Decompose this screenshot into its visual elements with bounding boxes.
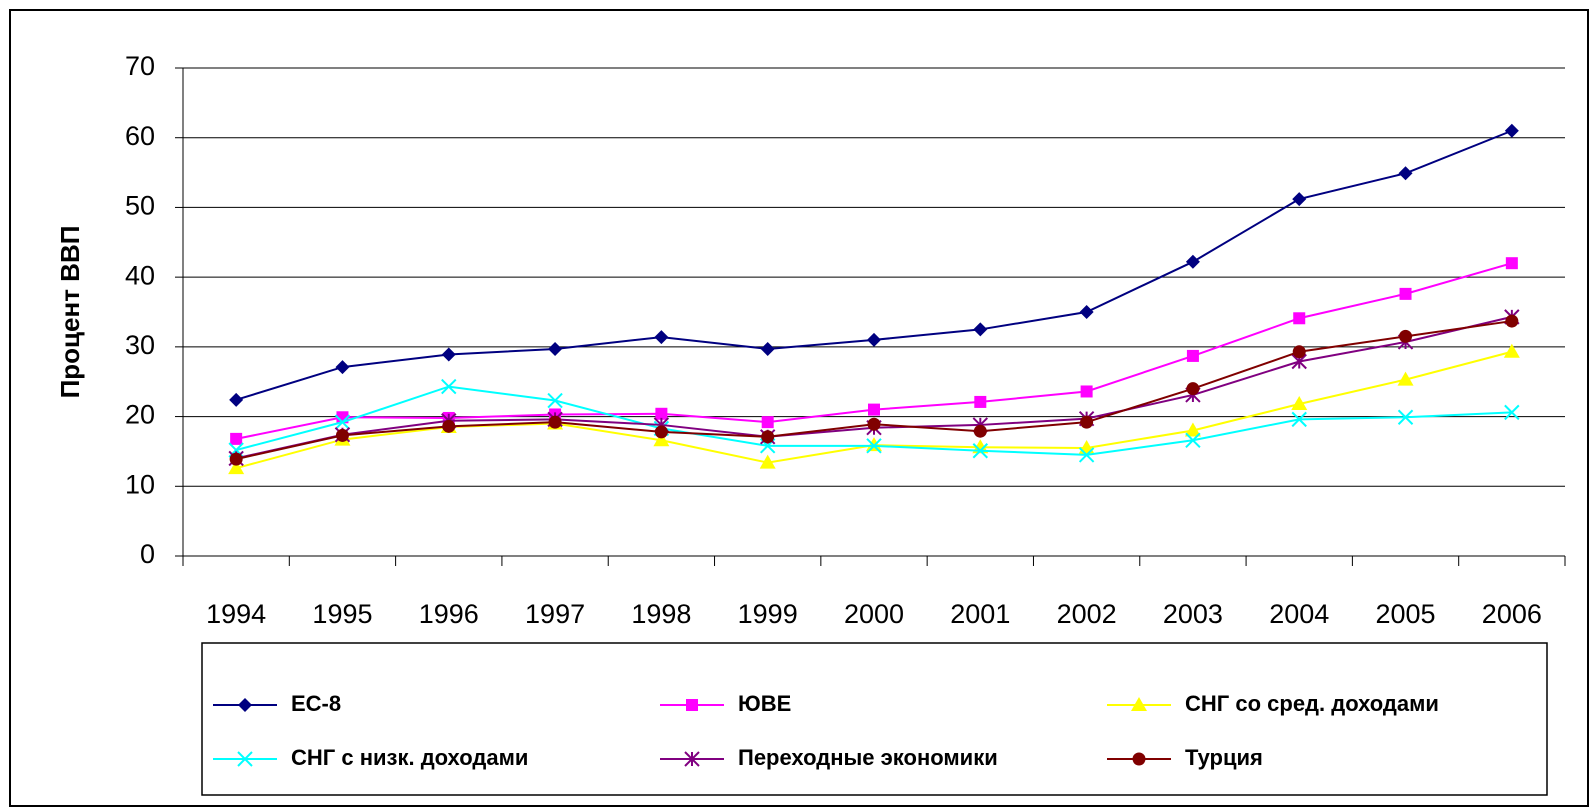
series-line [235,129,1513,401]
data-point [1398,166,1413,181]
chart-border [9,9,1589,807]
legend-marker [1132,752,1146,766]
data-point [548,341,563,356]
data-point [1079,305,1094,319]
data-point [1399,287,1412,300]
y-tick-label: 10 [125,469,155,499]
legend-marker [237,751,253,767]
data-point [548,415,562,429]
data-point [866,437,882,452]
data-point [1505,314,1519,328]
y-tick-label: 70 [125,51,155,81]
data-point [1399,329,1413,343]
data-point [335,428,349,442]
data-point [1185,254,1200,269]
legend-label: ЮВЕ [738,691,791,716]
data-point [229,452,243,466]
legend-label: СНГ с низк. доходами [291,745,528,770]
legend-label: СНГ со сред. доходами [1185,691,1439,716]
x-tick-label: 2005 [1375,599,1435,629]
data-point [1292,192,1307,207]
x-tick-label: 1999 [738,599,798,629]
data-point [1504,404,1520,421]
x-tick-label: 2006 [1482,599,1542,629]
data-point [1291,396,1308,411]
y-tick-label: 60 [125,121,155,151]
data-point [759,454,776,469]
x-tick-label: 2000 [844,599,904,629]
y-axis-label: Процент ВВП [55,226,85,399]
data-point [1186,382,1200,396]
x-tick-label: 1998 [631,599,691,629]
x-tick-label: 1996 [419,599,479,629]
x-tick-label: 1997 [525,599,585,629]
data-point [1185,432,1201,448]
x-tick-label: 2004 [1269,599,1329,629]
data-point [1505,257,1518,270]
legend-marker [684,751,700,767]
data-point [1504,123,1519,138]
data-point [230,432,243,445]
data-point [1080,385,1093,398]
data-point [655,407,668,420]
y-tick-label: 0 [140,539,155,569]
data-point [1397,371,1414,386]
data-point [761,416,774,429]
data-point [654,425,668,439]
data-point [228,460,245,475]
data-point [866,438,882,454]
data-point [1186,349,1199,362]
data-point [867,417,881,431]
x-tick-label: 2002 [1057,599,1117,629]
y-tick-label: 20 [125,400,155,430]
legend-marker [238,698,252,712]
data-point [867,332,881,347]
data-point [973,322,988,337]
data-point [1293,312,1306,325]
x-tick-label: 2001 [950,599,1010,629]
x-tick-label: 1994 [206,599,266,629]
legend-marker [686,699,698,711]
data-point [1078,447,1095,463]
data-point [1184,422,1201,437]
x-tick-label: 1995 [312,599,372,629]
data-point [334,414,351,430]
legend-marker [1131,697,1147,711]
data-point [1397,409,1414,425]
data-point [761,430,775,444]
data-point [442,419,456,433]
data-point [760,341,775,356]
data-point [547,392,563,409]
data-point [1503,343,1520,358]
data-point [441,378,457,395]
legend-label: Турция [1185,745,1263,770]
legend-label: ЕС-8 [291,691,341,716]
data-point [1291,411,1307,428]
data-point [1292,345,1306,359]
y-tick-label: 30 [125,330,155,360]
data-point [973,424,987,438]
data-point [972,443,989,459]
data-point [1080,415,1094,429]
data-point [654,330,669,345]
data-point [335,360,350,375]
data-point [974,395,987,408]
y-tick-label: 40 [125,260,155,290]
data-point [653,432,670,447]
legend-box [201,642,1548,796]
data-point [441,347,456,362]
y-tick-label: 50 [125,191,155,221]
legend-label: Переходные экономики [738,745,998,770]
data-point [229,392,244,407]
x-tick-label: 2003 [1163,599,1223,629]
data-point [868,403,880,416]
